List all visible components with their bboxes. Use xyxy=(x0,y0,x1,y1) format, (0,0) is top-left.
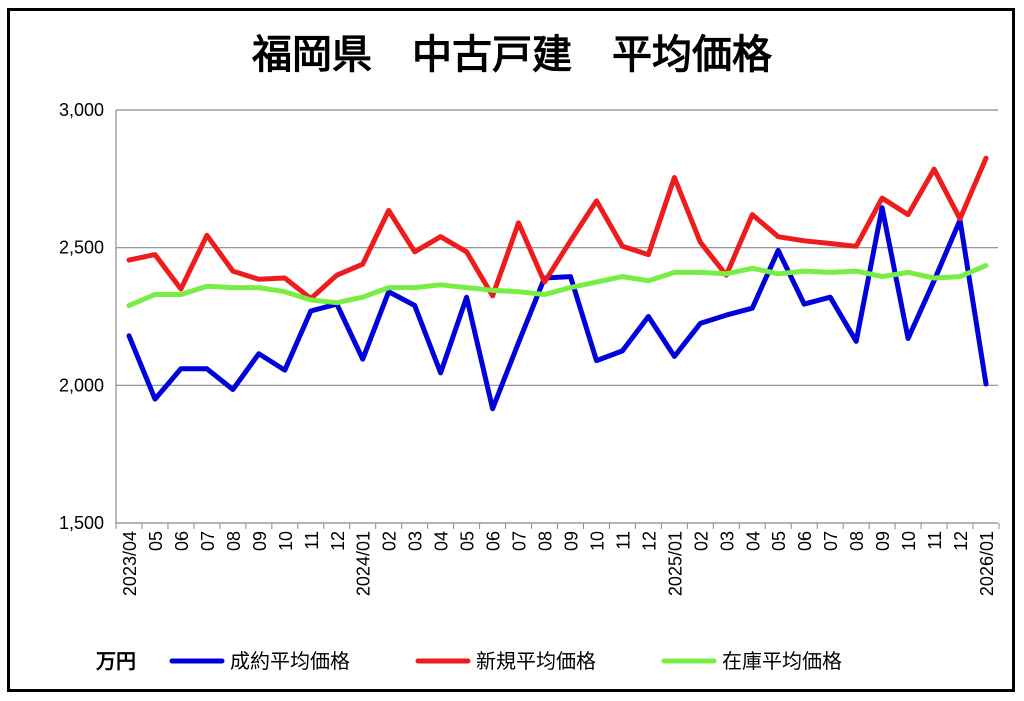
x-tick-label: 11 xyxy=(302,531,322,550)
x-tick-label: 2024/01 xyxy=(354,531,374,596)
x-axis-ticks: 2023/04 05 06 07 08 09 10 11 12 2024/01 02 03 04 05 06… xyxy=(120,531,997,596)
x-tick-label: 03 xyxy=(406,531,426,551)
x-tick-label: 09 xyxy=(561,531,581,551)
x-tick-label: 07 xyxy=(510,531,530,551)
x-tick-label: 06 xyxy=(484,531,504,551)
x-tick-label: 06 xyxy=(172,531,192,551)
x-tick-label: 03 xyxy=(717,531,737,551)
x-tick-label: 09 xyxy=(873,531,893,551)
x-tick-label: 08 xyxy=(847,531,867,551)
x-tick-label: 09 xyxy=(250,531,270,551)
gridlines xyxy=(115,109,1000,529)
legend: 万円 成約平均価格 新規平均価格 在庫平均価格 xyxy=(95,649,842,673)
x-tick-label: 12 xyxy=(639,531,659,551)
x-tick-label: 08 xyxy=(224,531,244,551)
y-tick-label: 2,000 xyxy=(59,375,104,395)
x-tick-label: 2026/01 xyxy=(977,531,997,596)
chart-title: 福岡県 中古戸建 平均価格 xyxy=(251,32,773,78)
x-tick-label: 07 xyxy=(821,531,841,551)
x-tick-label: 05 xyxy=(769,531,789,551)
x-tick-label: 05 xyxy=(146,531,166,551)
legend-label: 新規平均価格 xyxy=(476,649,596,673)
y-tick-label: 3,000 xyxy=(59,100,104,120)
legend-label: 在庫平均価格 xyxy=(722,649,842,673)
chart-frame xyxy=(7,8,1015,692)
x-tick-label: 07 xyxy=(198,531,218,551)
x-tick-label: 05 xyxy=(458,531,478,551)
y-axis-ticks: 1,500 2,000 2,500 3,000 xyxy=(59,100,104,533)
legend-label: 成約平均価格 xyxy=(230,649,350,673)
series-line xyxy=(126,263,989,308)
x-tick-label: 2025/01 xyxy=(665,531,685,596)
x-tick-label: 04 xyxy=(743,531,763,551)
x-tick-label: 02 xyxy=(380,531,400,551)
y-tick-label: 2,500 xyxy=(59,238,104,258)
x-tick-label: 02 xyxy=(691,531,711,551)
x-tick-label: 11 xyxy=(613,531,633,550)
x-tick-label: 11 xyxy=(925,531,945,550)
unit-label: 万円 xyxy=(95,649,136,673)
x-tick-label: 08 xyxy=(536,531,556,551)
x-tick-label: 10 xyxy=(899,531,919,551)
series-line xyxy=(126,155,989,302)
x-tick-label: 2023/04 xyxy=(120,531,140,596)
series-lines xyxy=(126,155,989,412)
x-tick-label: 10 xyxy=(276,531,296,551)
y-tick-label: 1,500 xyxy=(59,513,104,533)
x-tick-label: 12 xyxy=(951,531,971,551)
x-tick-label: 10 xyxy=(587,531,607,551)
x-tick-label: 06 xyxy=(795,531,815,551)
x-tick-label: 12 xyxy=(328,531,348,551)
x-tick-label: 04 xyxy=(432,531,452,551)
series-line xyxy=(126,205,989,412)
